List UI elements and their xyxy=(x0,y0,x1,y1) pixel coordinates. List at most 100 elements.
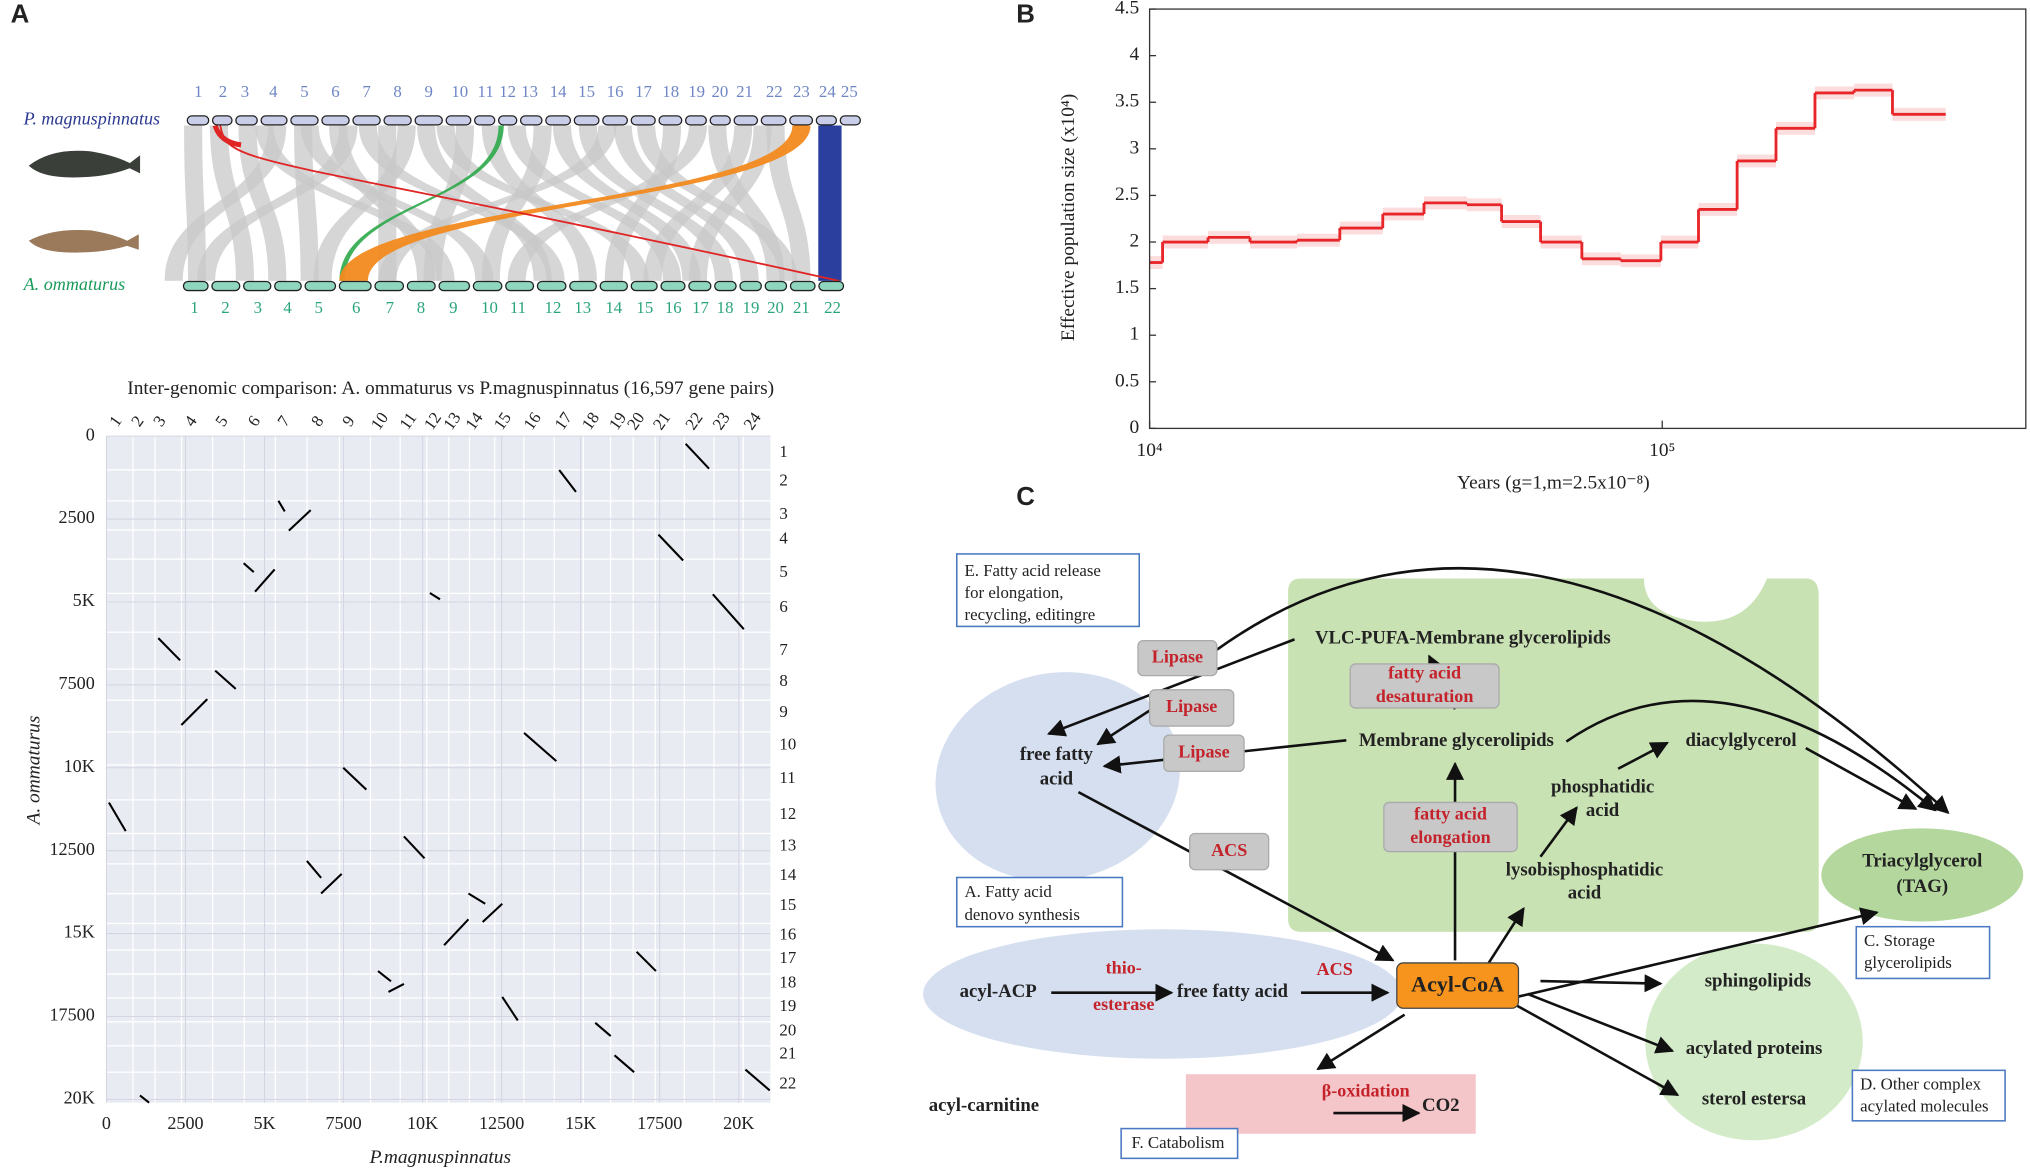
storage-region xyxy=(1821,828,2024,922)
region-label: A. Fatty acid xyxy=(965,882,1053,901)
chromosome xyxy=(497,115,518,126)
region-label: C. Storage xyxy=(1864,931,1935,950)
ribbon xyxy=(417,125,552,281)
chromosome-label: 22 xyxy=(824,298,841,317)
gene-pair-segment xyxy=(594,1021,612,1037)
chromosome-label: 23 xyxy=(793,82,810,101)
metabolite: acyl-ACP xyxy=(960,981,1037,1002)
ribbon xyxy=(238,125,287,281)
chromosome xyxy=(599,280,629,292)
x-tick-label: 7500 xyxy=(325,1113,361,1133)
enzyme-label: elongation xyxy=(1410,827,1491,847)
fish-icon xyxy=(28,229,139,253)
y-tick-label: 0 xyxy=(86,424,95,444)
chromosome-label: 4 xyxy=(269,82,278,101)
chromosome-label: 3 xyxy=(149,412,169,430)
synthesis-region xyxy=(935,672,1180,882)
chromosome-label: 18 xyxy=(662,82,679,101)
chromosome xyxy=(764,280,788,292)
chromosome-label: 10 xyxy=(481,298,498,317)
chromosome-label: 16 xyxy=(520,409,545,434)
chromosome-label: 23 xyxy=(709,409,734,434)
region-label: F. Catabolism xyxy=(1131,1133,1224,1152)
ribbon xyxy=(552,125,701,281)
y-tick-label: 7500 xyxy=(59,673,95,693)
chromosome-label: 11 xyxy=(478,82,494,101)
chromosome-label: 16 xyxy=(607,82,624,101)
chromosome-label: 21 xyxy=(736,82,753,101)
region-label-box xyxy=(1855,925,1991,980)
chromosome-label: 19 xyxy=(688,82,705,101)
x-tick-label: 20K xyxy=(723,1113,754,1133)
chromosome-label: 4 xyxy=(779,529,788,548)
gene-pair-segment xyxy=(613,1054,635,1073)
enzyme-label: Lipase xyxy=(1166,696,1217,716)
x-tick-label: 10⁴ xyxy=(1137,440,1163,461)
x-axis-label: Years (g=1,m=2.5x10⁻⁸) xyxy=(1457,473,1650,494)
ribbon xyxy=(212,124,242,148)
chromosome xyxy=(714,280,737,292)
chromosome xyxy=(733,115,759,126)
chromosome-label: 14 xyxy=(550,82,567,101)
gene-pair-segment xyxy=(635,951,657,972)
ribbon xyxy=(643,125,753,281)
ribbon xyxy=(637,125,798,281)
y-tick-label: 20K xyxy=(64,1088,95,1108)
y-axis-label: A. ommaturus xyxy=(24,716,45,827)
ribbon xyxy=(378,125,617,281)
chromosome xyxy=(545,115,572,126)
fish-icons xyxy=(28,150,141,253)
gene-pair-segment xyxy=(306,860,322,879)
species-label: P. magnuspinnatus xyxy=(23,109,161,129)
chromosome xyxy=(569,280,597,292)
chromosome xyxy=(235,115,258,126)
arrow xyxy=(1513,1003,1680,1097)
chromosome-label: 12 xyxy=(499,82,516,101)
chromosome xyxy=(658,115,683,126)
gene-pair-segment xyxy=(403,835,426,860)
chromosome-label: 17 xyxy=(692,298,709,317)
chromosome xyxy=(383,115,412,126)
chromosome-label: 24 xyxy=(819,82,836,101)
gene-pair-segment xyxy=(523,732,558,762)
x-tick-label: 12500 xyxy=(479,1113,524,1133)
chromosome-label: 25 xyxy=(841,82,858,101)
chromosome xyxy=(321,115,350,126)
gene-pair-segment xyxy=(288,509,312,532)
gene-pair-segment xyxy=(139,1094,150,1104)
chromosome-label: 9 xyxy=(338,412,358,430)
hub-box xyxy=(1396,962,1520,1009)
chromosome xyxy=(211,280,241,292)
x-tick-label: 5K xyxy=(253,1113,275,1133)
metabolite: (TAG) xyxy=(1896,876,1948,897)
chromosome-label: 11 xyxy=(779,768,795,787)
region-label-box xyxy=(1851,1069,2006,1122)
gene-pair-segment xyxy=(157,637,181,662)
chromosome xyxy=(789,280,816,292)
chromosome xyxy=(789,115,814,126)
chromosome-label: 4 xyxy=(283,298,292,317)
chromosome-label: 7 xyxy=(274,412,294,430)
chromosome xyxy=(818,280,845,292)
chromosome-label: 20 xyxy=(712,82,729,101)
chromosome xyxy=(709,115,731,126)
ribbon xyxy=(313,125,416,281)
chromosome xyxy=(815,115,838,126)
gene-pair-segment xyxy=(242,562,255,573)
y-tick-label: 10K xyxy=(64,756,95,776)
y-tick-label: 12500 xyxy=(50,839,95,859)
synteny-ribbons xyxy=(164,124,842,282)
chromosome-label: 7 xyxy=(386,298,394,317)
metabolite: VLC-PUFA-Membrane glycerolipids xyxy=(1315,628,1611,649)
chromosome-label: 15 xyxy=(636,298,653,317)
chromosome-label: 1 xyxy=(105,412,125,430)
chromosome-label: 22 xyxy=(766,82,783,101)
fish-icon xyxy=(28,150,141,178)
hub-label: Acyl-CoA xyxy=(1411,971,1504,996)
chromosome-label: 2 xyxy=(779,470,787,489)
chromosome xyxy=(438,280,471,292)
chromosome-label: 14 xyxy=(779,865,796,884)
ribbon xyxy=(578,125,733,281)
gene-pair-segment xyxy=(108,802,127,832)
